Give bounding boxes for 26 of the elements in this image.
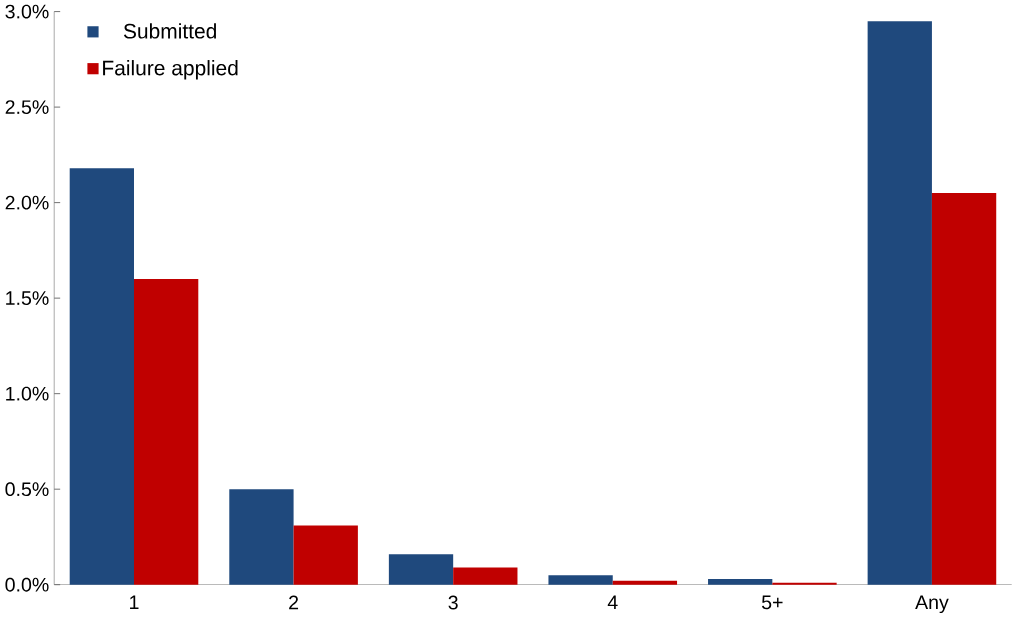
x-tick-label: 1: [130, 595, 139, 610]
bar: [548, 575, 613, 585]
x-tick-label: 4: [607, 595, 618, 610]
y-tick-label: 1.0%: [6, 386, 49, 401]
y-tick-label: 0.0%: [5, 577, 49, 592]
bar: [69, 168, 134, 585]
bar: [612, 580, 678, 585]
x-tick-label: 2: [289, 595, 299, 610]
x-tick-label: 3: [448, 595, 458, 610]
x-tick-label: 5+: [761, 595, 783, 610]
bar: [229, 489, 294, 585]
bar: [708, 579, 773, 585]
legend-label: Failure applied: [103, 60, 238, 80]
bar: [388, 554, 454, 585]
bar: [931, 193, 997, 585]
y-tick-label: 2.0%: [5, 195, 49, 210]
bar: [867, 21, 932, 585]
y-tick-label: 0.5%: [5, 482, 49, 497]
x-tick-label: Any: [915, 595, 949, 614]
bar: [293, 525, 358, 585]
bar: [134, 279, 199, 585]
bar: [453, 567, 518, 585]
legend-label: Submitted: [123, 23, 216, 39]
y-tick-label: 1.5%: [6, 291, 49, 306]
y-tick-label: 2.5%: [5, 100, 49, 115]
y-tick-label: 3.0%: [5, 4, 49, 19]
